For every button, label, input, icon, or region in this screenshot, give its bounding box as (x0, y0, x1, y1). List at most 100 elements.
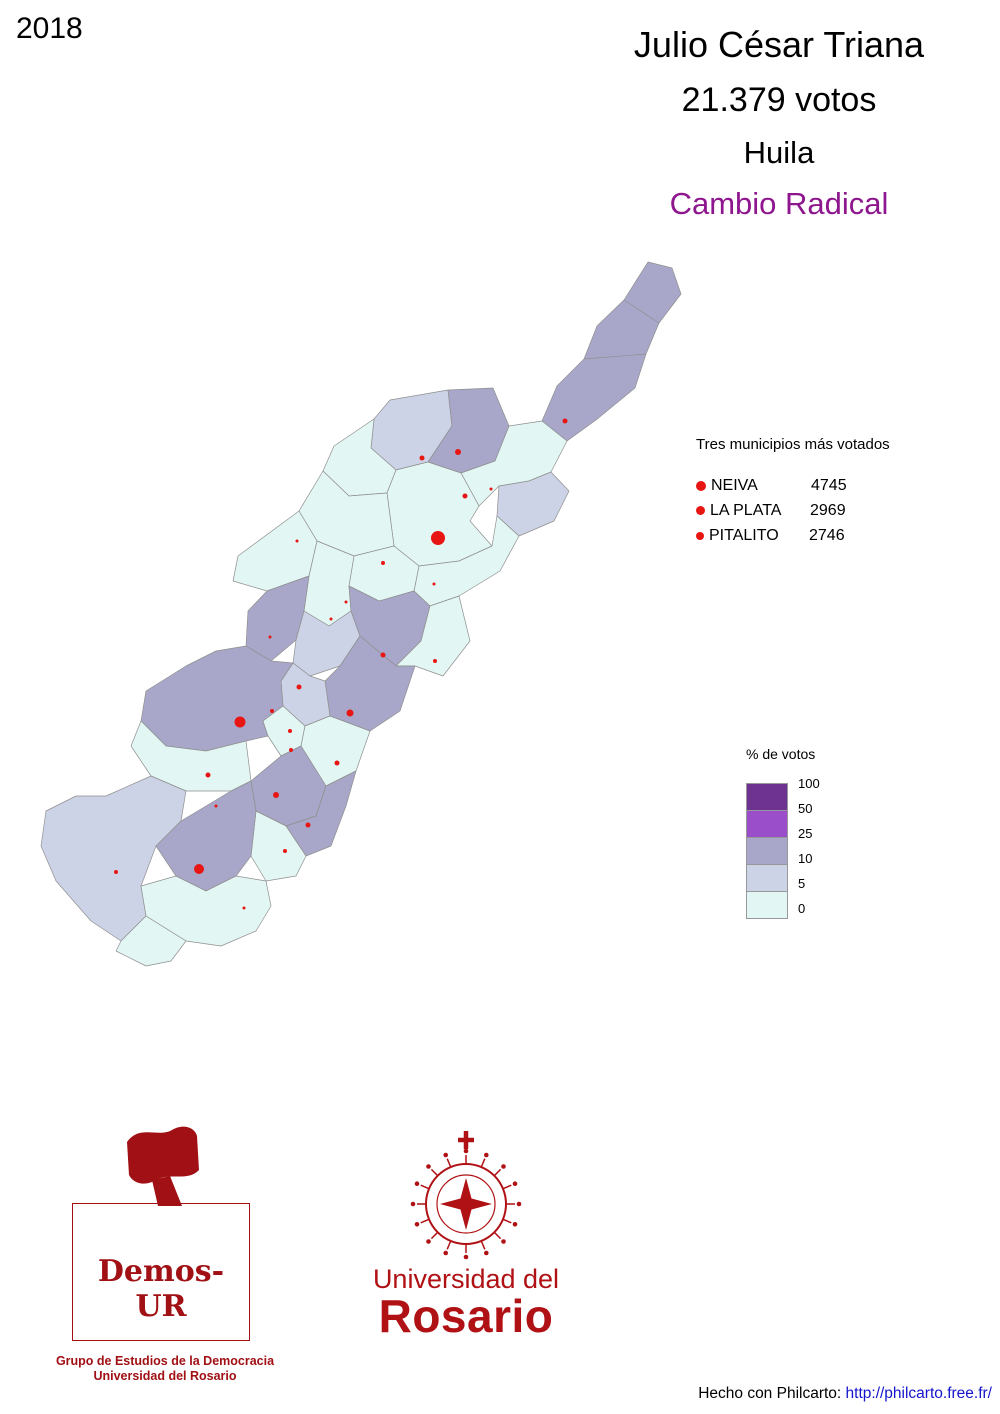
scale-label: 100 (798, 776, 820, 791)
region-name: Huila (743, 135, 815, 170)
demos-ur-box: Demos-UR (72, 1203, 250, 1341)
demos-ur-subtitle-1: Grupo de Estudios de la Democracia (55, 1354, 275, 1368)
vote-dot (329, 617, 333, 621)
crest-ray (493, 1231, 502, 1240)
crest-ray (446, 1240, 452, 1250)
vote-dot (305, 822, 311, 828)
vote-dot (194, 864, 204, 874)
demos-ur-logo: Demos-UR Grupo de Estudios de la Democra… (50, 1125, 280, 1384)
municipality-shape (155, 780, 257, 892)
title-block: Julio César Triana 21.379 votos Huila Ca… (564, 24, 994, 222)
crest-dot (501, 1239, 506, 1244)
crest-dot (512, 1222, 518, 1227)
crest-dot (410, 1201, 416, 1207)
vote-dot (344, 600, 348, 604)
vote-dot (114, 870, 118, 874)
scale-swatch (746, 864, 788, 892)
top-municipalities-title: Tres municipios más votados (696, 436, 890, 453)
crest-dot (484, 1152, 489, 1158)
rosario-wordmark-top: Universidad del (372, 1264, 560, 1294)
flag-stem-shape (152, 1176, 182, 1206)
municipality-votes: 2746 (809, 526, 845, 544)
rosario-crest-icon (410, 1131, 522, 1260)
municipality-shape (395, 595, 471, 677)
crest-dot (463, 1254, 469, 1260)
vote-dot (346, 709, 354, 717)
vote-dot (205, 772, 211, 778)
crest-ray (420, 1184, 430, 1190)
top-municipalities-list: NEIVA 4745 LA PLATA 2969 PITALITO 2746 (696, 473, 931, 548)
vote-dot (289, 748, 293, 752)
credit-text: Hecho con Philcarto: (698, 1385, 846, 1402)
crest-dot (426, 1239, 431, 1244)
crest-dot (426, 1164, 431, 1169)
municipality-bullet-icon (696, 531, 704, 540)
crest-ray (493, 1168, 502, 1177)
demos-ur-wordmark: Demos-UR (97, 1254, 225, 1324)
top-municipality-row: PITALITO 2746 (696, 523, 931, 548)
crest-ray (480, 1158, 486, 1168)
total-votes: 21.379 votos (681, 81, 877, 119)
vote-dot (462, 493, 468, 499)
credit-line: Hecho con Philcarto: http://philcarto.fr… (698, 1385, 992, 1403)
crest-dot (501, 1164, 506, 1169)
vote-dot (270, 709, 274, 713)
municipality-bullet-icon (696, 506, 705, 515)
vote-dot (268, 635, 272, 639)
crest-ray (502, 1218, 512, 1224)
credit-url[interactable]: http://philcarto.free.fr/ (845, 1385, 992, 1402)
scale-swatch (746, 837, 788, 865)
vote-dot (380, 652, 386, 658)
ballot-flag-icon (127, 1126, 199, 1206)
crest-dot (512, 1181, 518, 1186)
scale-label: 25 (798, 826, 813, 841)
vote-dot (419, 455, 425, 461)
vote-dot (273, 792, 279, 798)
municipality-votes: 4745 (811, 476, 847, 494)
vote-dot (234, 716, 246, 728)
crest-dot (463, 1148, 469, 1154)
municipality-name: LA PLATA (710, 501, 782, 519)
crest-dot (516, 1201, 522, 1207)
municipality-shape (245, 575, 310, 662)
candidate-name: Julio César Triana (633, 24, 925, 65)
municipality-shape (140, 875, 272, 947)
vote-dot (562, 418, 568, 424)
vote-dot (295, 539, 299, 543)
flag-ribbon-shape (127, 1126, 199, 1184)
crest-dot (414, 1181, 420, 1186)
municipality-bullet-icon (696, 480, 706, 491)
vote-dot (381, 561, 385, 565)
top-municipalities-legend: Tres municipios más votados NEIVA 4745 LA … (696, 436, 931, 548)
vote-dot (432, 582, 436, 586)
scale-legend-body: 100 50 25 10 5 0 (746, 776, 820, 919)
municipality-shape (541, 353, 647, 442)
crest-inner-ring (436, 1174, 496, 1234)
scale-swatch (746, 891, 788, 919)
demos-ur-subtitle-2: Universidad del Rosario (93, 1369, 237, 1383)
rosario-wordmark-main: Rosario (378, 1290, 554, 1342)
vote-dot (288, 729, 292, 733)
vote-dot (431, 531, 445, 545)
vote-dot (334, 760, 340, 766)
crest-ray (430, 1231, 439, 1240)
scale-label: 0 (798, 901, 806, 916)
municipality-shape (115, 915, 187, 967)
scale-label: 5 (798, 876, 806, 891)
scale-label: 10 (798, 851, 813, 866)
scale-legend-title: % de votos (746, 746, 816, 762)
municipality-votes: 2969 (810, 501, 846, 519)
top-municipality-row: NEIVA 4745 (696, 473, 931, 498)
crest-dot (443, 1250, 448, 1256)
crest-dot (484, 1250, 489, 1256)
party-name: Cambio Radical (669, 186, 889, 221)
vote-dot (214, 804, 218, 808)
municipality-name: PITALITO (709, 526, 779, 544)
vote-dot (242, 906, 246, 910)
scale-label: 50 (798, 801, 813, 816)
municipality-shape (460, 420, 568, 507)
crest-center-dot (460, 1198, 472, 1210)
scale-swatch (746, 783, 788, 811)
